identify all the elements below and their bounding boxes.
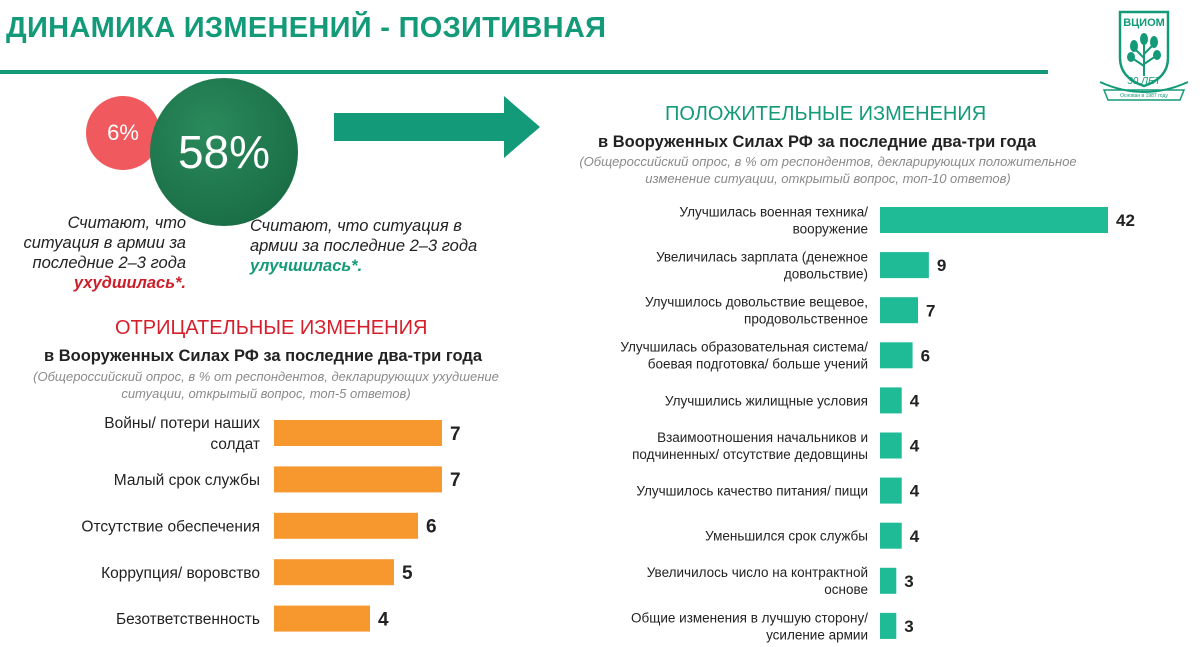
positive-value-label: 4 bbox=[910, 437, 920, 456]
positive-value-label: 3 bbox=[904, 617, 913, 636]
negative-bar bbox=[274, 512, 418, 539]
negative-category-label: Безответственность bbox=[116, 611, 260, 628]
positive-bar bbox=[880, 477, 902, 504]
logo-years: 30 ЛЕТ bbox=[1127, 76, 1161, 87]
positive-category-label: усиление армии bbox=[766, 627, 868, 642]
positive-value-label: 4 bbox=[910, 527, 920, 546]
positive-category-label: довольствие) bbox=[784, 266, 868, 281]
positive-category-label: вооружение bbox=[793, 221, 868, 236]
positive-value-label: 4 bbox=[910, 392, 920, 411]
positive-category-label: Уменьшился срок службы bbox=[705, 529, 868, 544]
positive-value-label: 3 bbox=[904, 572, 913, 591]
negative-summary-text: Считают, что ситуация в армии за последн… bbox=[23, 214, 186, 272]
negative-value-label: 4 bbox=[378, 609, 389, 630]
positive-category-label: основе bbox=[824, 582, 868, 597]
positive-bar bbox=[880, 297, 918, 324]
positive-bar bbox=[880, 342, 913, 369]
positive-value-label: 7 bbox=[926, 301, 935, 320]
negative-category-label: Коррупция/ воровство bbox=[101, 565, 260, 582]
negative-summary-note: Считают, что ситуация в армии за последн… bbox=[0, 213, 186, 293]
positive-value-label: 42 bbox=[1116, 211, 1135, 230]
positive-bar bbox=[880, 387, 902, 414]
positive-summary-note: Считают, что ситуация в армии за последн… bbox=[250, 216, 490, 276]
positive-category-label: Улучшилось довольствие вещевое, bbox=[645, 295, 868, 310]
page-title: ДИНАМИКА ИЗМЕНЕНИЙ - ПОЗИТИВНАЯ bbox=[6, 12, 607, 44]
negative-bar bbox=[274, 466, 442, 493]
negative-percent-circle: 6% bbox=[86, 96, 160, 170]
negative-chart-title: ОТРИЦАТЕЛЬНЫЕ ИЗМЕНЕНИЯ bbox=[115, 317, 428, 339]
logo-name: ВЦИОМ bbox=[1123, 17, 1165, 29]
positive-value-label: 4 bbox=[910, 482, 920, 501]
negative-value-label: 7 bbox=[450, 424, 461, 445]
positive-category-label: Увеличилась зарплата (денежное bbox=[656, 249, 868, 264]
negative-percent-value: 6% bbox=[107, 120, 139, 145]
negative-value-label: 7 bbox=[450, 470, 461, 491]
positive-category-label: Улучшилась образовательная система/ bbox=[620, 340, 868, 355]
positive-chart-title: ПОЛОЖИТЕЛЬНЫЕ ИЗМЕНЕНИЯ bbox=[665, 103, 987, 125]
negative-bar bbox=[274, 420, 442, 446]
positive-chart-note: (Общероссийский опрос, в % от респондент… bbox=[579, 154, 1077, 186]
vciom-logo: ВЦИОМ 30 ЛЕТ Основан в 1987 году bbox=[1099, 10, 1189, 101]
positive-category-label: подчиненных/ отсутствие дедовщины bbox=[632, 447, 868, 462]
positive-bar bbox=[880, 432, 902, 459]
positive-category-label: Улучшилось качество питания/ пищи bbox=[636, 483, 868, 498]
positive-bar bbox=[880, 522, 902, 549]
positive-value-label: 9 bbox=[937, 256, 946, 275]
title-divider bbox=[0, 70, 1048, 74]
negative-category-label: солдат bbox=[210, 436, 260, 453]
positive-category-label: Улучшилась военная техника/ bbox=[679, 204, 868, 219]
positive-percent-circle: 58% bbox=[150, 78, 298, 226]
positive-bar bbox=[880, 207, 1108, 233]
positive-bar bbox=[880, 252, 929, 279]
negative-chart-subtitle: в Вооруженных Силах РФ за последние два-… bbox=[44, 347, 483, 365]
negative-bar bbox=[274, 605, 370, 632]
negative-bar bbox=[274, 559, 394, 586]
negative-chart-note: (Общероссийский опрос, в % от респондент… bbox=[33, 369, 499, 401]
negative-summary-highlight: ухудшилась*. bbox=[73, 274, 186, 292]
positive-summary-highlight: улучшилась*. bbox=[250, 257, 363, 275]
right-arrow-icon bbox=[334, 96, 540, 158]
positive-category-label: Общие изменения в лучшую сторону/ bbox=[631, 610, 868, 625]
positive-category-label: Увеличилось число на контрактной bbox=[647, 565, 868, 580]
positive-category-label: Улучшились жилищные условия bbox=[665, 393, 868, 408]
positive-percent-value: 58% bbox=[177, 126, 271, 178]
positive-summary-text: Считают, что ситуация в армии за последн… bbox=[250, 217, 478, 255]
negative-category-label: Малый срок службы bbox=[114, 472, 260, 489]
positive-category-label: Взаимоотношения начальников и bbox=[657, 430, 868, 445]
positive-bar bbox=[880, 567, 897, 594]
negative-category-label: Войны/ потери наших bbox=[104, 415, 260, 432]
positive-category-label: продовольственное bbox=[744, 312, 868, 327]
negative-category-label: Отсутствие обеспечения bbox=[81, 518, 260, 535]
positive-value-label: 6 bbox=[921, 346, 930, 365]
logo-founded: Основан в 1987 году bbox=[1120, 93, 1168, 99]
positive-category-label: боевая подготовка/ больше учений bbox=[648, 357, 868, 372]
positive-bar bbox=[880, 612, 897, 639]
positive-chart-subtitle: в Вооруженных Силах РФ за последние два-… bbox=[598, 133, 1037, 151]
negative-value-label: 5 bbox=[402, 563, 413, 584]
negative-value-label: 6 bbox=[426, 517, 437, 538]
